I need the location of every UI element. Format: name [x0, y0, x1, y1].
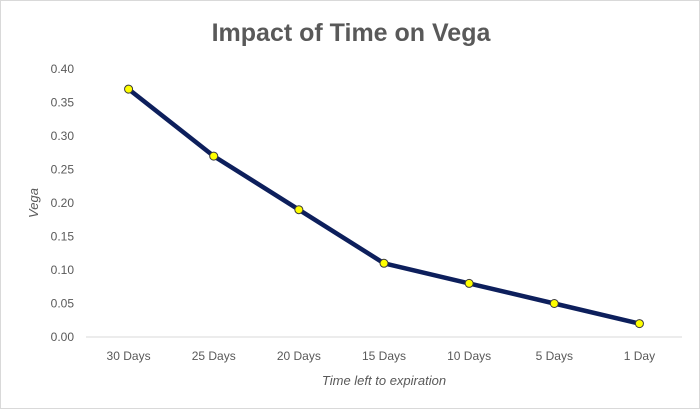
x-tick-label: 5 Days — [536, 349, 573, 363]
data-points — [124, 84, 644, 329]
x-tick-label: 10 Days — [447, 349, 491, 363]
data-point — [634, 319, 644, 329]
y-tick-label: 0.25 — [51, 163, 75, 177]
series-line-vega — [126, 86, 642, 326]
data-point — [549, 299, 559, 308]
y-tick-label: 0.30 — [51, 129, 75, 143]
data-point — [464, 278, 474, 288]
y-tick-label: 0.35 — [51, 96, 75, 110]
y-tick-label: 0.10 — [51, 263, 75, 277]
x-tick-label: 15 Days — [362, 349, 406, 363]
y-axis-ticks: 0.00 0.05 0.10 0.15 0.20 0.25 0.30 0.35 0.40 — [51, 62, 75, 344]
chart-title: Impact of Time on Vega — [212, 19, 492, 47]
y-tick-label: 0.40 — [51, 62, 75, 76]
y-axis-title: Vega — [26, 188, 41, 218]
y-tick-label: 0.15 — [51, 230, 75, 244]
y-tick-label: 0.20 — [51, 196, 75, 210]
x-tick-label: 25 Days — [192, 349, 236, 363]
y-tick-label: 0.00 — [51, 330, 75, 344]
data-point — [209, 151, 219, 161]
y-tick-label: 0.05 — [51, 297, 75, 311]
data-point — [124, 84, 134, 94]
x-tick-label: 20 Days — [277, 349, 321, 363]
x-axis-title: Time left to expiration — [322, 373, 446, 388]
data-point — [294, 205, 304, 215]
data-point — [379, 258, 389, 268]
x-axis-ticks: 30 Days 25 Days 20 Days 15 Days 10 Days 5 Day… — [107, 349, 656, 363]
x-tick-label: 1 Day — [624, 349, 655, 363]
x-tick-label: 30 Days — [107, 349, 151, 363]
